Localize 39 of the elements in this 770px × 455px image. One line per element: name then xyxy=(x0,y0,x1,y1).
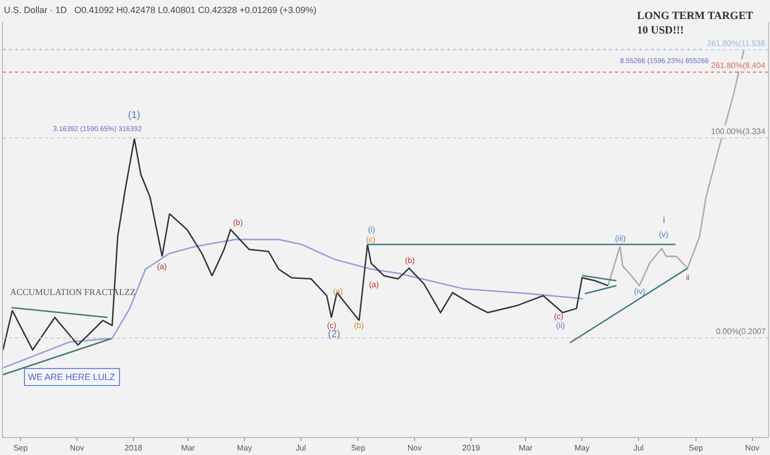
annotation: (b) xyxy=(354,321,364,330)
x-tick-label: Mar xyxy=(518,444,533,453)
annotation: (a) xyxy=(369,280,380,289)
x-tick-label: Sep xyxy=(688,444,704,453)
x-tick-label: 2018 xyxy=(124,444,143,453)
ref-line-label: 100.00%(3.334 xyxy=(711,127,766,136)
x-tick-label: Sep xyxy=(13,444,28,453)
annotation: (c) xyxy=(366,235,376,244)
annotation: (c) xyxy=(327,321,337,330)
annotation: (i) xyxy=(368,225,376,234)
x-tick-label: Sep xyxy=(351,444,366,453)
annotation: (a) xyxy=(157,262,168,271)
ref-line-label: 261.80%(8.404 xyxy=(711,61,766,70)
annotation: (v) xyxy=(659,230,669,239)
annotation: (a) xyxy=(333,287,344,296)
x-tick-label: Nov xyxy=(70,444,84,453)
annotation: (ii) xyxy=(556,321,566,330)
annotation: (b) xyxy=(233,218,244,227)
annotation: (c) xyxy=(554,312,564,321)
x-tick-label: Nov xyxy=(408,444,422,453)
annotation: (b) xyxy=(405,256,416,265)
annotation: WE ARE HERE LULZ xyxy=(28,372,116,382)
ref-line-label: 361.80%(11.538 xyxy=(707,39,766,48)
x-tick-label: Jul xyxy=(296,444,306,453)
x-tick-label: Jul xyxy=(633,444,644,453)
chart-subtitle: U.S. Dollar · 1D O0.41092 H0.42478 L0.40801 C0.42328 +0.01269 (+3.09%) xyxy=(4,5,317,16)
annotation: (2) xyxy=(328,329,340,340)
x-tick-label: 2019 xyxy=(462,444,481,453)
ref-line-label: 0.00%(0.2007 xyxy=(716,327,766,336)
x-tick-label: May xyxy=(236,444,252,453)
x-tick-label: Nov xyxy=(745,444,760,453)
annotation: (1) xyxy=(128,110,140,121)
annotation: (iii) xyxy=(615,234,626,243)
annotation: (iv) xyxy=(634,287,646,296)
x-tick-label: Mar xyxy=(181,444,196,453)
annotation: LONG TERM TARGET 10 USD!!! xyxy=(637,10,754,36)
x-tick-label: May xyxy=(574,444,590,453)
annotation: i xyxy=(663,215,665,225)
annotation: ii xyxy=(686,273,690,282)
